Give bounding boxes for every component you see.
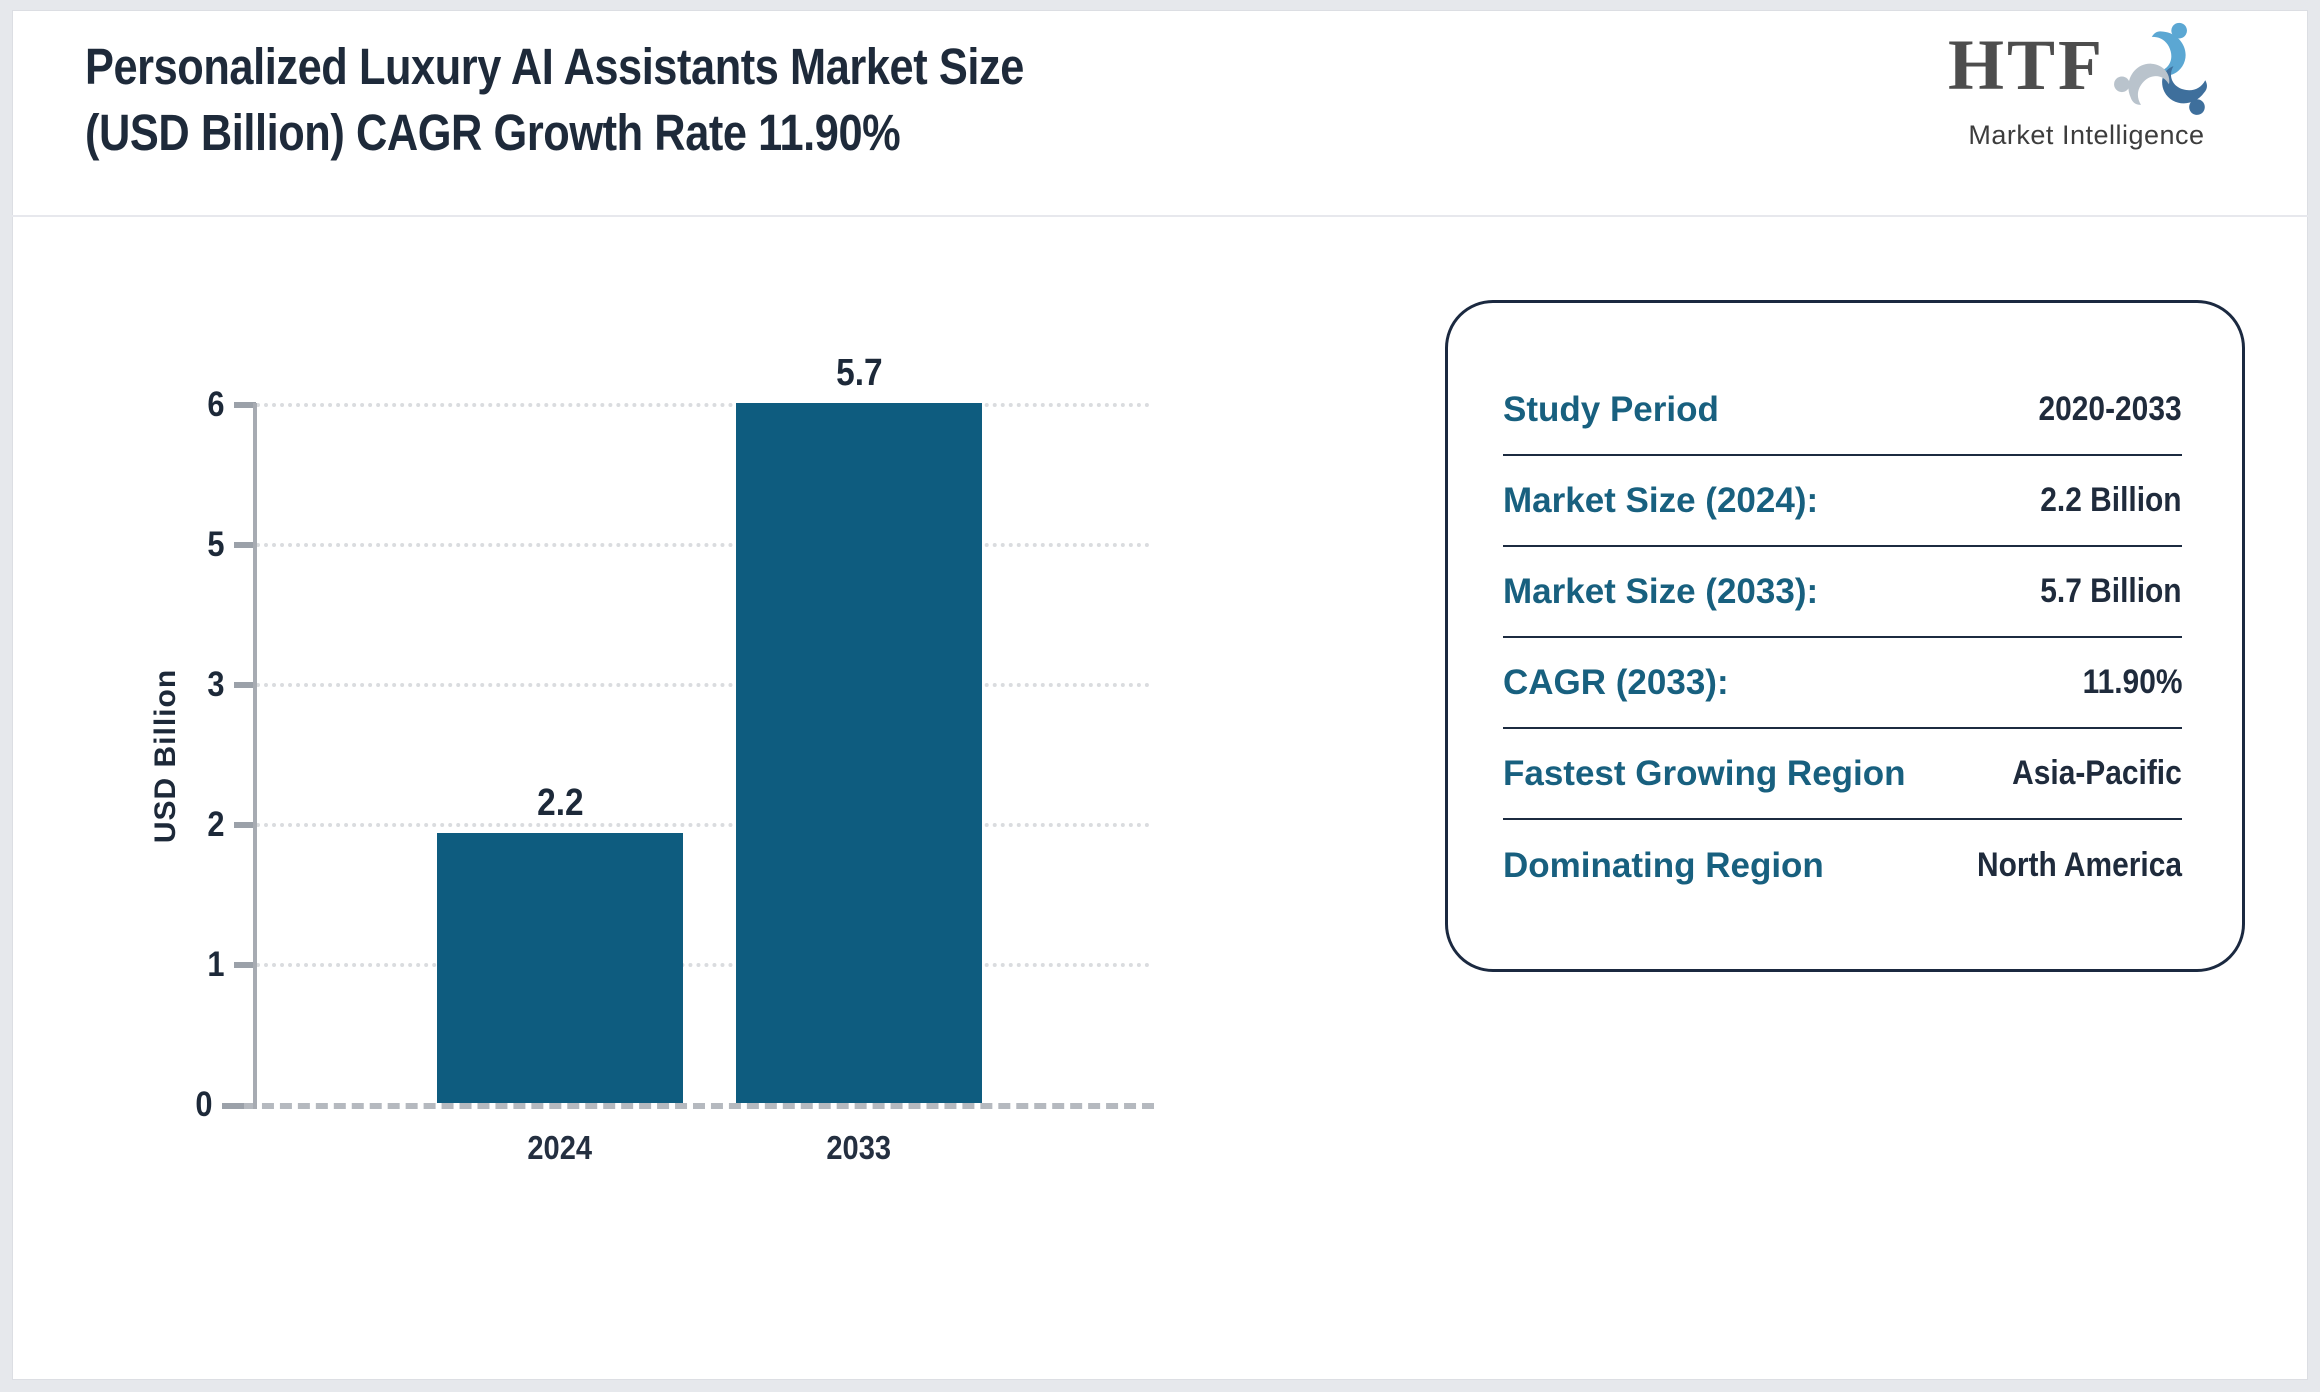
- bar-group-2033: 5.7: [736, 352, 982, 1103]
- htf-logo-tagline: Market Intelligence: [1968, 120, 2205, 150]
- panel-row-label: Market Size (2024):: [1503, 480, 1819, 520]
- x-axis-baseline: 0: [195, 1085, 1154, 1124]
- gridline: 3: [207, 665, 1150, 704]
- panel-row-fastest-growing-region: Fastest Growing Region Asia-Pacific: [1503, 729, 2182, 820]
- panel-row-label: Market Size (2033):: [1503, 571, 1819, 611]
- htf-swirl-icon: [2114, 22, 2207, 115]
- panel-row-dominating-region: Dominating Region North America: [1503, 820, 2182, 911]
- tick-mark: [234, 542, 256, 548]
- panel-row-label: Fastest Growing Region: [1503, 753, 1906, 793]
- panel-row-value: 11.90%: [2082, 663, 2182, 701]
- y-tick-label: 2: [206, 805, 224, 844]
- gridline: 2: [207, 805, 1150, 844]
- page-title: Personalized Luxury AI Assistants Market…: [85, 34, 1190, 166]
- y-tick-label: 0: [194, 1085, 212, 1124]
- bar-2024: [437, 833, 683, 1103]
- tick-mark: [234, 822, 256, 828]
- gridline: 1: [207, 945, 1150, 984]
- bar-chart-plot: 6 5 3 2 1 0 2.2 5.7 2024 2033: [195, 352, 1154, 1166]
- x-tick-label-2033: 2033: [826, 1129, 892, 1166]
- y-axis-title: USD Billion: [149, 668, 182, 844]
- panel-row-value: Asia-Pacific: [2012, 754, 2182, 792]
- summary-panel: Study Period 2020-2033 Market Size (2024…: [1445, 300, 2245, 972]
- panel-row-cagr: CAGR (2033): 11.90%: [1503, 638, 2182, 729]
- title-line-2: (USD Billion) CAGR Growth Rate 11.90%: [85, 104, 901, 161]
- panel-row-label: Dominating Region: [1503, 845, 1824, 885]
- panel-row-label: CAGR (2033):: [1503, 662, 1729, 702]
- y-axis-line: [253, 403, 257, 1109]
- header-divider: [12, 215, 2308, 217]
- bar-value-label-2024: 2.2: [536, 782, 584, 824]
- y-tick-label: 1: [206, 945, 224, 984]
- tick-mark: [234, 402, 256, 408]
- bar-2033: [736, 403, 982, 1103]
- panel-row-label: Study Period: [1503, 389, 1719, 429]
- panel-row-market-size-2024: Market Size (2024): 2.2 Billion: [1503, 456, 2182, 547]
- panel-row-study-period: Study Period 2020-2033: [1503, 365, 2182, 456]
- gridline: 5: [207, 525, 1150, 564]
- tick-mark: [234, 962, 256, 968]
- bar-group-2024: 2.2: [437, 782, 683, 1103]
- bar-value-label-2033: 5.7: [835, 352, 883, 394]
- htf-logo-text: HTF: [1947, 25, 2105, 105]
- htf-logo: HTF Market Inte: [1948, 22, 2225, 151]
- tick-mark: [222, 1103, 244, 1109]
- panel-row-value: 2020-2033: [2038, 390, 2182, 428]
- gridline: 6: [207, 385, 1150, 424]
- panel-row-market-size-2033: Market Size (2033): 5.7 Billion: [1503, 547, 2182, 638]
- y-tick-label: 3: [206, 665, 224, 704]
- y-tick-label: 6: [206, 385, 224, 424]
- y-tick-label: 5: [206, 525, 224, 564]
- title-line-1: Personalized Luxury AI Assistants Market…: [85, 38, 1024, 95]
- tick-mark: [234, 682, 256, 688]
- panel-row-value: 5.7 Billion: [2040, 572, 2182, 610]
- panel-row-value: North America: [1976, 846, 2182, 884]
- panel-row-value: 2.2 Billion: [2040, 481, 2182, 519]
- x-tick-label-2024: 2024: [527, 1129, 593, 1166]
